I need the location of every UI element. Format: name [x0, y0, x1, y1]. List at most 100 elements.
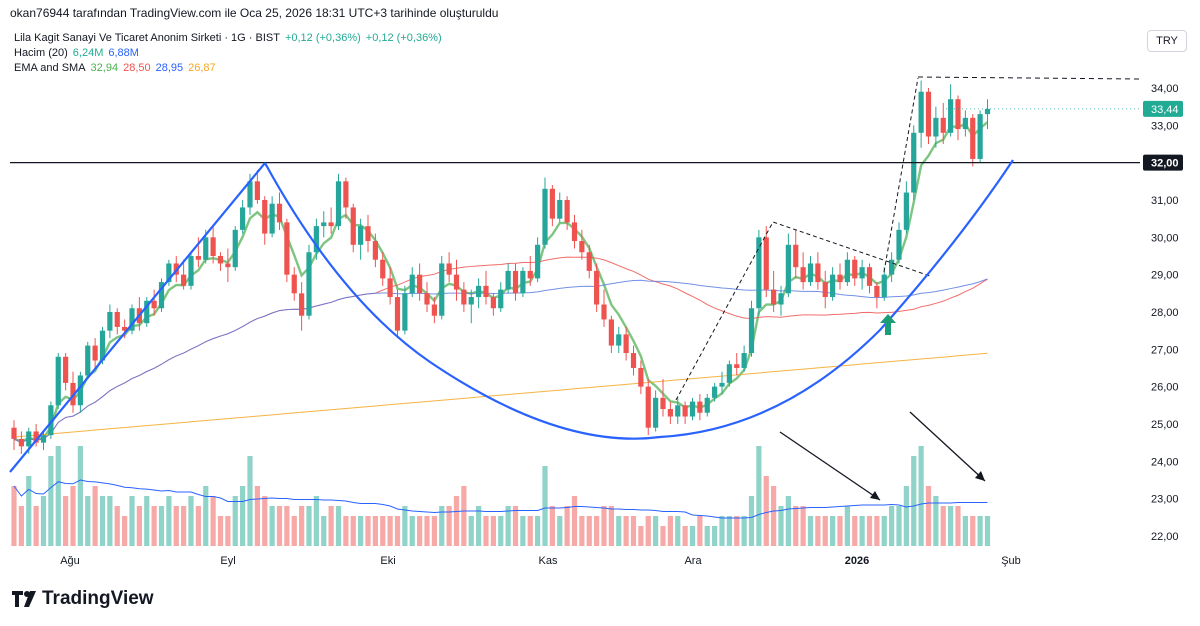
candle-body [962, 117, 968, 130]
volume-bar [453, 496, 460, 546]
candle-body [579, 241, 585, 253]
candle-body [608, 319, 614, 346]
volume-bar [335, 506, 342, 546]
candle-body [63, 356, 69, 383]
volume-bar [822, 516, 828, 546]
buy-signal-arrow-icon [880, 314, 896, 335]
candle-body [682, 405, 688, 417]
volume-bar [70, 486, 76, 546]
volume-bar [284, 506, 290, 546]
time-tick: Eki [380, 555, 395, 567]
volume-bar [800, 506, 806, 546]
volume-bar [984, 516, 991, 546]
price-tick: 28,00 [1151, 307, 1179, 319]
time-tick: Ağu [60, 555, 80, 567]
volume-bar [512, 506, 519, 546]
candle-body [726, 364, 732, 383]
volume-bar [741, 516, 747, 546]
candle-body [483, 285, 489, 298]
volume-bar [535, 516, 541, 546]
candle-body [321, 222, 327, 227]
price-tick: 24,00 [1151, 456, 1179, 468]
volume-bar [151, 506, 157, 546]
volume-bar [918, 446, 924, 546]
volume-label: Hacim (20) [14, 47, 68, 59]
volume-bar [313, 496, 319, 546]
price-change-2: +0,12 (+0,36%) [365, 32, 442, 44]
volume-bar [549, 506, 555, 546]
volume-bar [158, 506, 165, 546]
candle-body [549, 188, 555, 219]
volume-bar [505, 506, 511, 546]
volume-bar [682, 526, 688, 546]
volume-bar [417, 516, 423, 546]
currency-button[interactable]: TRY [1147, 30, 1187, 52]
volume-bar [970, 516, 976, 546]
candle-body [269, 203, 275, 234]
volume-bar [439, 506, 445, 546]
volume-bar [372, 516, 378, 546]
price-tick: 34,00 [1151, 83, 1179, 95]
candle-body [247, 181, 253, 208]
volume-ma-line [13, 479, 988, 519]
arrow-head-2 [975, 471, 985, 481]
candle-body [704, 397, 710, 413]
volume-bar [33, 506, 39, 546]
price-axis: 34,00 33,00 32,00 31,00 30,00 29,00 28,00 27,00… [946, 83, 1183, 543]
candle-body [903, 192, 909, 230]
symbol-name: Lila Kagit Sanayi Ve Ticaret Anonim Sirk… [14, 32, 280, 44]
tradingview-logo-icon [12, 591, 36, 607]
candle-body [970, 117, 976, 159]
candle-body [557, 199, 563, 219]
volume-bar [564, 506, 570, 546]
volume-bar [203, 486, 209, 546]
price-tick: 22,00 [1151, 531, 1179, 543]
candle-body [675, 405, 681, 417]
candle-body [77, 375, 83, 406]
volume-arrow-2 [909, 411, 986, 482]
volume-bar [911, 456, 917, 546]
attribution-text: okan76944 tarafından TradingView.com ile… [10, 6, 499, 20]
volume-bar [136, 506, 142, 546]
candle-body [586, 252, 592, 271]
candle-body [350, 207, 356, 245]
volume-bar [608, 506, 614, 546]
candle-body [630, 353, 637, 368]
candle-body [881, 274, 887, 298]
candle-body [144, 300, 150, 324]
volume-bar [616, 516, 622, 546]
candle-body [240, 207, 246, 230]
volume-bar [99, 496, 106, 546]
candle-body [638, 367, 644, 387]
candle-body [564, 199, 570, 223]
volume-bar [771, 486, 777, 546]
volume-bar [188, 496, 194, 546]
volume-bar [925, 486, 932, 546]
candle-body [55, 356, 61, 406]
candle-body [660, 397, 666, 410]
candle-body [446, 263, 452, 275]
volume-bar [129, 496, 135, 546]
candle-body [815, 263, 821, 283]
volume-bar [210, 496, 216, 546]
candle-body [158, 282, 165, 309]
candle-body [85, 345, 91, 376]
candle-body [653, 397, 659, 428]
candle-body [262, 199, 268, 234]
candle-body [372, 241, 378, 260]
candle-body [535, 244, 541, 279]
volume-bar [734, 516, 740, 546]
candle-body [505, 270, 511, 290]
volume-bar [793, 506, 799, 546]
volume-bar [638, 526, 644, 546]
volume-bar [409, 516, 415, 546]
candle-body [756, 237, 762, 309]
candle-body [925, 91, 932, 137]
trend-line-left [9, 162, 266, 473]
time-tick: Kas [539, 555, 558, 567]
sma-orange-line [13, 352, 988, 438]
candle-body [284, 222, 290, 275]
volume-bar [778, 506, 784, 546]
candle-body [417, 274, 423, 294]
